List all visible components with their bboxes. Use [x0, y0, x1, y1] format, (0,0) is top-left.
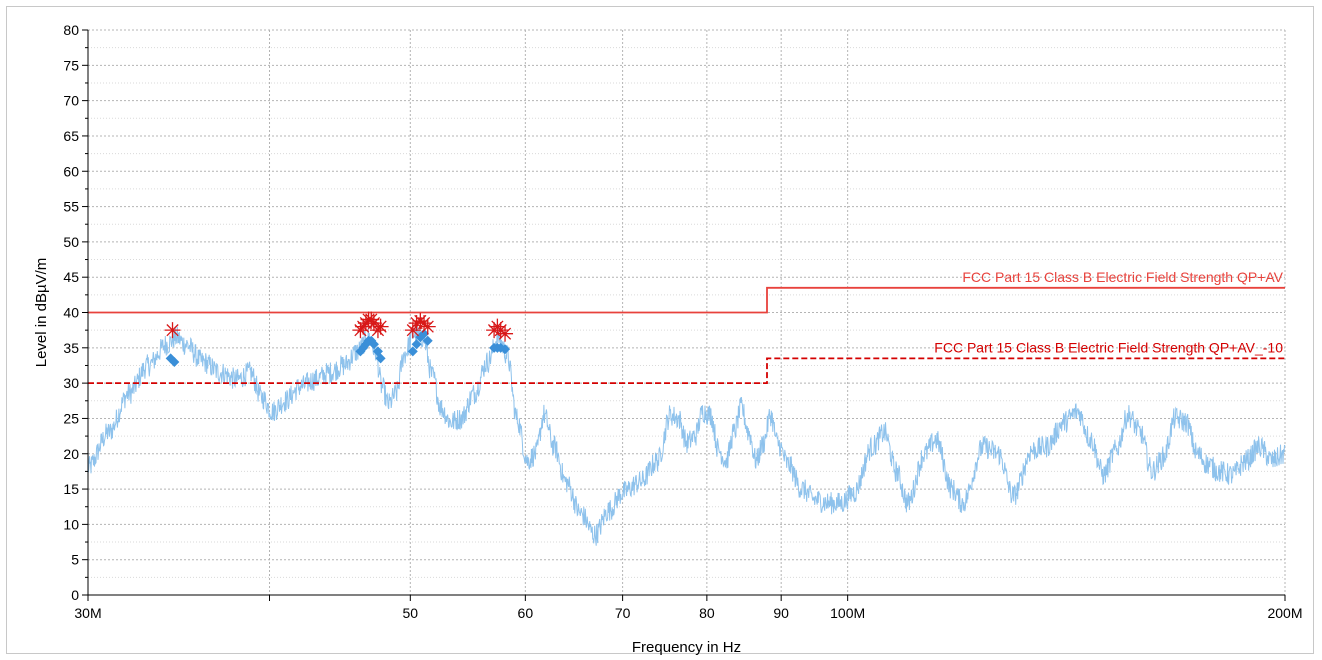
- y-tick-label: 40: [63, 305, 79, 321]
- final-measurement-diamond: [500, 344, 511, 355]
- y-tick-label: 25: [63, 410, 79, 426]
- y-tick-label: 80: [63, 22, 79, 38]
- final-measurement-diamond: [375, 353, 386, 364]
- x-tick-label: 90: [773, 605, 789, 621]
- y-tick-label: 15: [63, 481, 79, 497]
- x-tick-label: 50: [403, 605, 419, 621]
- peak-asterisk: [372, 318, 389, 335]
- final-measurement-diamond: [419, 328, 430, 339]
- asterisk-stroke: [374, 320, 387, 333]
- y-tick-label: 65: [63, 128, 79, 144]
- asterisk-stroke: [498, 327, 512, 340]
- asterisk-stroke: [367, 316, 381, 330]
- asterisk-stroke: [421, 320, 434, 333]
- asterisk-stroke: [166, 324, 179, 337]
- y-tick-label: 10: [63, 516, 79, 532]
- peak-asterisk: [164, 322, 181, 339]
- final-measurement-diamond: [407, 346, 418, 357]
- x-tick-label: 200M: [1267, 605, 1302, 621]
- limit-labels: FCC Part 15 Class B Electric Field Stren…: [934, 269, 1283, 356]
- final-measurement-diamond: [411, 339, 422, 350]
- y-tick-label: 30: [63, 375, 79, 391]
- final-measurement-diamond: [422, 335, 433, 346]
- y-axis-title: Level in dBµV/m: [33, 258, 50, 368]
- limit-line-qp-av: [88, 286, 1285, 314]
- y-tick-label: 55: [63, 199, 79, 215]
- x-tick-label: 100M: [830, 605, 865, 621]
- limit-lines: [88, 286, 1285, 385]
- y-tick-label: 35: [63, 340, 79, 356]
- y-tick-label: 50: [63, 234, 79, 250]
- limit-label-qp-av: FCC Part 15 Class B Electric Field Stren…: [962, 269, 1283, 285]
- final-measurement-diamond: [368, 339, 379, 350]
- spectrum-line: [87, 324, 1286, 546]
- final-measurement-diamond: [169, 356, 180, 367]
- measurement-markers: [164, 311, 514, 367]
- axes: Frequency in Hz Level in dBµV/m 0 5 10 15 20…: [33, 22, 1303, 656]
- peak-asterisk: [419, 318, 436, 335]
- y-tick-label: 45: [63, 269, 79, 285]
- y-tick-label: 70: [63, 93, 79, 109]
- x-tick-label: 80: [699, 605, 715, 621]
- spectrum-trace: [87, 324, 1286, 546]
- x-tick-label: 60: [518, 605, 534, 621]
- peak-asterisk: [497, 325, 514, 342]
- y-tick-label: 60: [63, 163, 79, 179]
- y-tick-label: 20: [63, 446, 79, 462]
- x-axis-title: Frequency in Hz: [632, 639, 741, 656]
- x-tick-label: 30M: [74, 605, 101, 621]
- limit-label-qp-av-minus-10: FCC Part 15 Class B Electric Field Stren…: [934, 339, 1283, 355]
- y-tick-label: 5: [71, 552, 79, 568]
- y-tick-label: 0: [71, 587, 79, 603]
- y-tick-label: 75: [63, 57, 79, 73]
- x-tick-label: 70: [615, 605, 631, 621]
